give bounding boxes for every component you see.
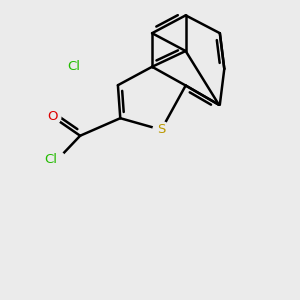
Text: S: S	[157, 123, 166, 136]
Circle shape	[72, 58, 88, 74]
Text: O: O	[47, 110, 58, 123]
Circle shape	[153, 122, 169, 138]
Text: Cl: Cl	[44, 153, 57, 166]
Circle shape	[49, 152, 66, 168]
Circle shape	[44, 108, 61, 125]
Text: Cl: Cl	[67, 60, 80, 73]
